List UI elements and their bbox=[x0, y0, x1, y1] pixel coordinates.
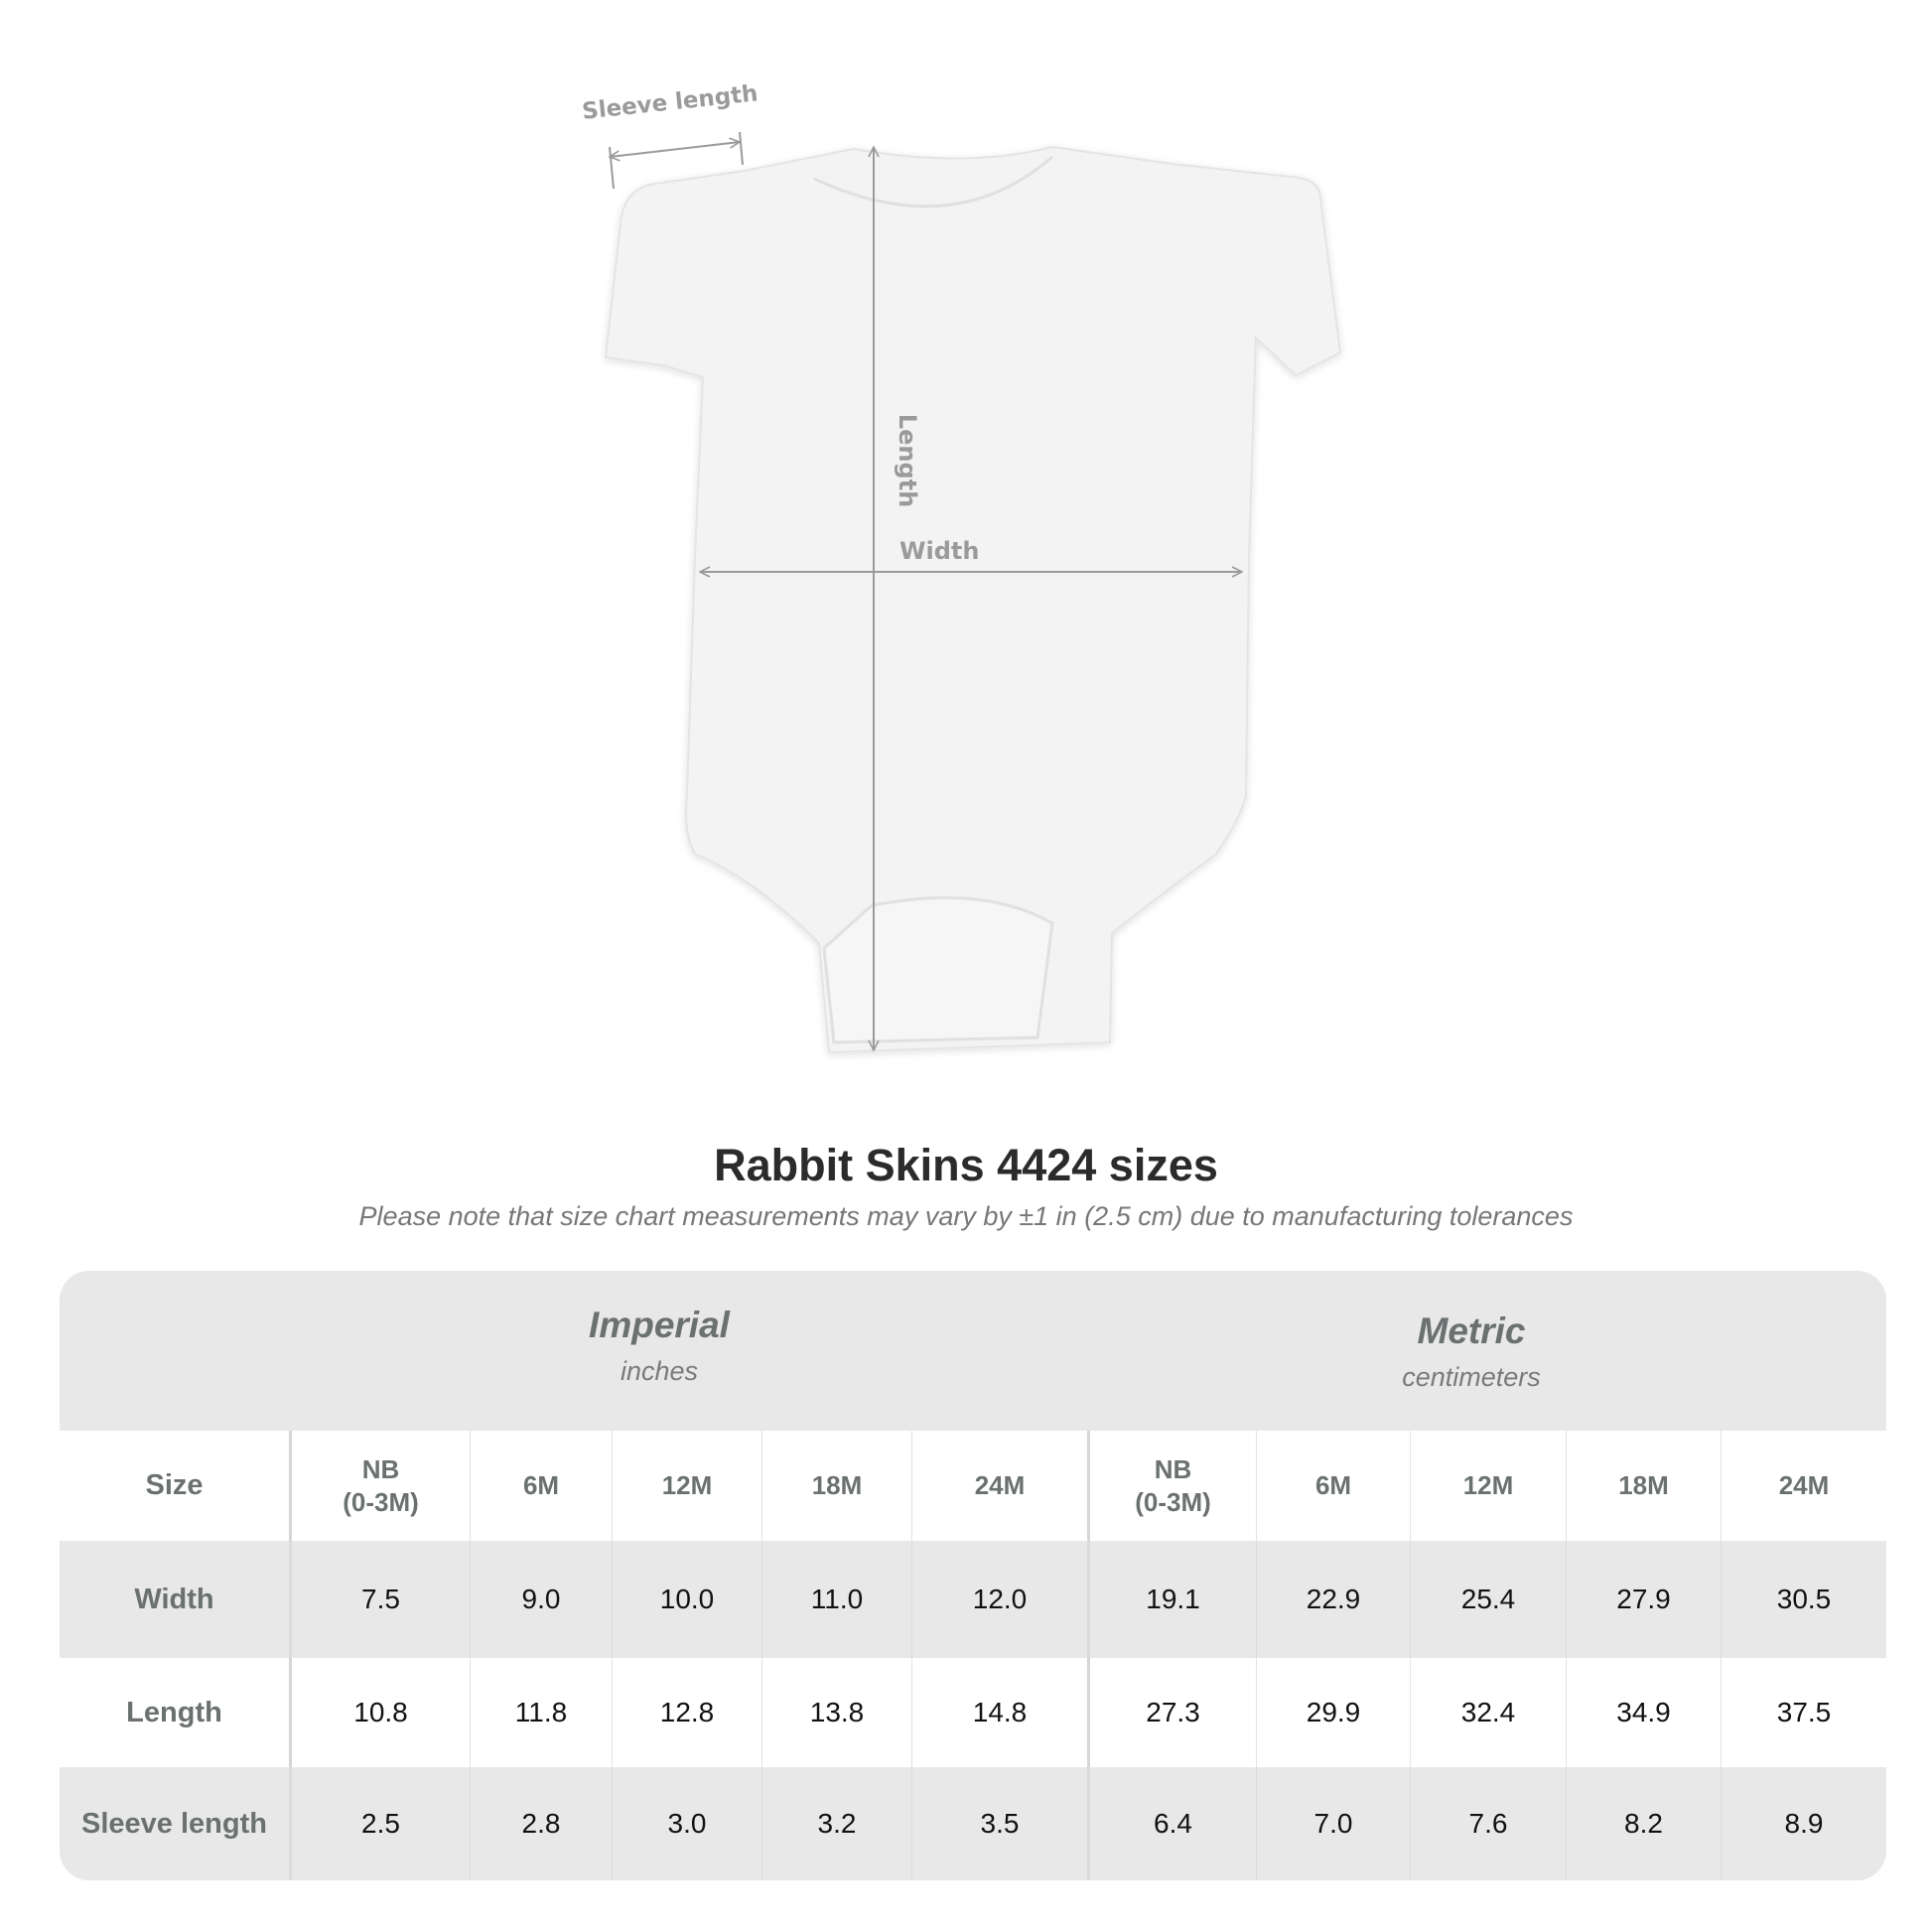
imperial-value-cell: 14.8 bbox=[912, 1658, 1090, 1767]
imperial-value-cell: 2.5 bbox=[292, 1767, 471, 1880]
row-label: Sleeve length bbox=[60, 1767, 292, 1880]
metric-value-cell: 25.4 bbox=[1411, 1541, 1567, 1658]
unit-header: Imperial inches Metric centimeters bbox=[60, 1271, 1886, 1431]
page-title: Rabbit Skins 4424 sizes bbox=[714, 1140, 1218, 1190]
imperial-title: Imperial bbox=[589, 1305, 730, 1345]
table-row: Length 10.8 11.8 12.8 13.8 14.8 27.3 29.9 32.4 34… bbox=[60, 1658, 1886, 1767]
onesie-diagram bbox=[604, 131, 1342, 1054]
imperial-size-header: 12M bbox=[613, 1431, 762, 1541]
size-label: Size bbox=[60, 1431, 292, 1541]
imperial-value-cell: 3.0 bbox=[613, 1767, 762, 1880]
imperial-value-cell: 11.0 bbox=[762, 1541, 912, 1658]
imperial-unit: inches bbox=[620, 1356, 699, 1386]
imperial-value-cell: 3.2 bbox=[762, 1767, 912, 1880]
length-label: Length bbox=[894, 413, 922, 508]
metric-value-cell: 32.4 bbox=[1411, 1658, 1567, 1767]
metric-size-header: 12M bbox=[1411, 1431, 1567, 1541]
metric-value-cell: 27.9 bbox=[1567, 1541, 1722, 1658]
metric-value-cell: 7.6 bbox=[1411, 1767, 1567, 1880]
metric-value-cell: 37.5 bbox=[1776, 1697, 1832, 1727]
metric-value-cell: 6.4 bbox=[1090, 1767, 1257, 1880]
metric-size-header: 6M bbox=[1257, 1431, 1411, 1541]
metric-size-header: NB (0-3M) bbox=[1090, 1431, 1257, 1541]
imperial-value-cell: 2.8 bbox=[471, 1767, 613, 1880]
imperial-value-cell: 13.8 bbox=[762, 1658, 912, 1767]
metric-unit: centimeters bbox=[1402, 1362, 1541, 1392]
metric-size-header: 18M bbox=[1567, 1431, 1722, 1541]
imperial-size-header: 24M bbox=[912, 1431, 1090, 1541]
imperial-size-header: 18M bbox=[762, 1431, 912, 1541]
metric-value-cell: 29.9 bbox=[1257, 1658, 1411, 1767]
onesie-shape bbox=[604, 145, 1342, 1054]
table-row: Sleeve length 2.5 2.8 3.0 3.2 3.5 6.4 7.0 7.6 8.2… bbox=[60, 1767, 1886, 1880]
metric-value-cell: 27.3 bbox=[1090, 1658, 1257, 1767]
metric-value-cell: 22.9 bbox=[1257, 1541, 1411, 1658]
metric-size-header: 24M bbox=[1778, 1470, 1830, 1501]
imperial-value-cell: 3.5 bbox=[912, 1767, 1090, 1880]
metric-value-cell: 8.2 bbox=[1567, 1767, 1722, 1880]
tolerance-note: Please note that size chart measurements… bbox=[358, 1201, 1574, 1231]
size-table: Imperial inches Metric centimeters Size N… bbox=[60, 1271, 1886, 1880]
imperial-value-cell: 12.0 bbox=[912, 1541, 1090, 1658]
metric-value-cell: 7.0 bbox=[1257, 1767, 1411, 1880]
table-row: Width 7.5 9.0 10.0 11.0 12.0 19.1 22.9 25.4 27.9 3… bbox=[60, 1541, 1886, 1658]
imperial-value-cell: 7.5 bbox=[292, 1541, 471, 1658]
metric-value-cell: 19.1 bbox=[1090, 1541, 1257, 1658]
imperial-size-header: NB (0-3M) bbox=[292, 1431, 471, 1541]
imperial-value-cell: 9.0 bbox=[471, 1541, 613, 1658]
metric-value-cell: 8.9 bbox=[1784, 1808, 1824, 1839]
imperial-size-header: 6M bbox=[471, 1431, 613, 1541]
leg-opening bbox=[822, 896, 1054, 1044]
imperial-value-cell: 10.0 bbox=[613, 1541, 762, 1658]
metric-value-cell: 30.5 bbox=[1776, 1584, 1832, 1614]
metric-header: Metric centimeters bbox=[1173, 1311, 1769, 1393]
size-header-row: Size NB (0-3M) 6M 12M 18M 24M NB (0-3M) 6M 12M 18… bbox=[60, 1431, 1886, 1541]
neckline bbox=[813, 155, 1053, 208]
metric-value-cell: 34.9 bbox=[1567, 1658, 1722, 1767]
row-label: Length bbox=[60, 1658, 292, 1767]
imperial-header: Imperial inches bbox=[361, 1305, 957, 1387]
metric-title: Metric bbox=[1417, 1311, 1526, 1351]
width-label: Width bbox=[899, 537, 980, 565]
sleeve-length-arrow bbox=[610, 142, 740, 157]
row-label: Width bbox=[60, 1541, 292, 1658]
imperial-value-cell: 10.8 bbox=[292, 1658, 471, 1767]
imperial-value-cell: 12.8 bbox=[613, 1658, 762, 1767]
imperial-value-cell: 11.8 bbox=[471, 1658, 613, 1767]
